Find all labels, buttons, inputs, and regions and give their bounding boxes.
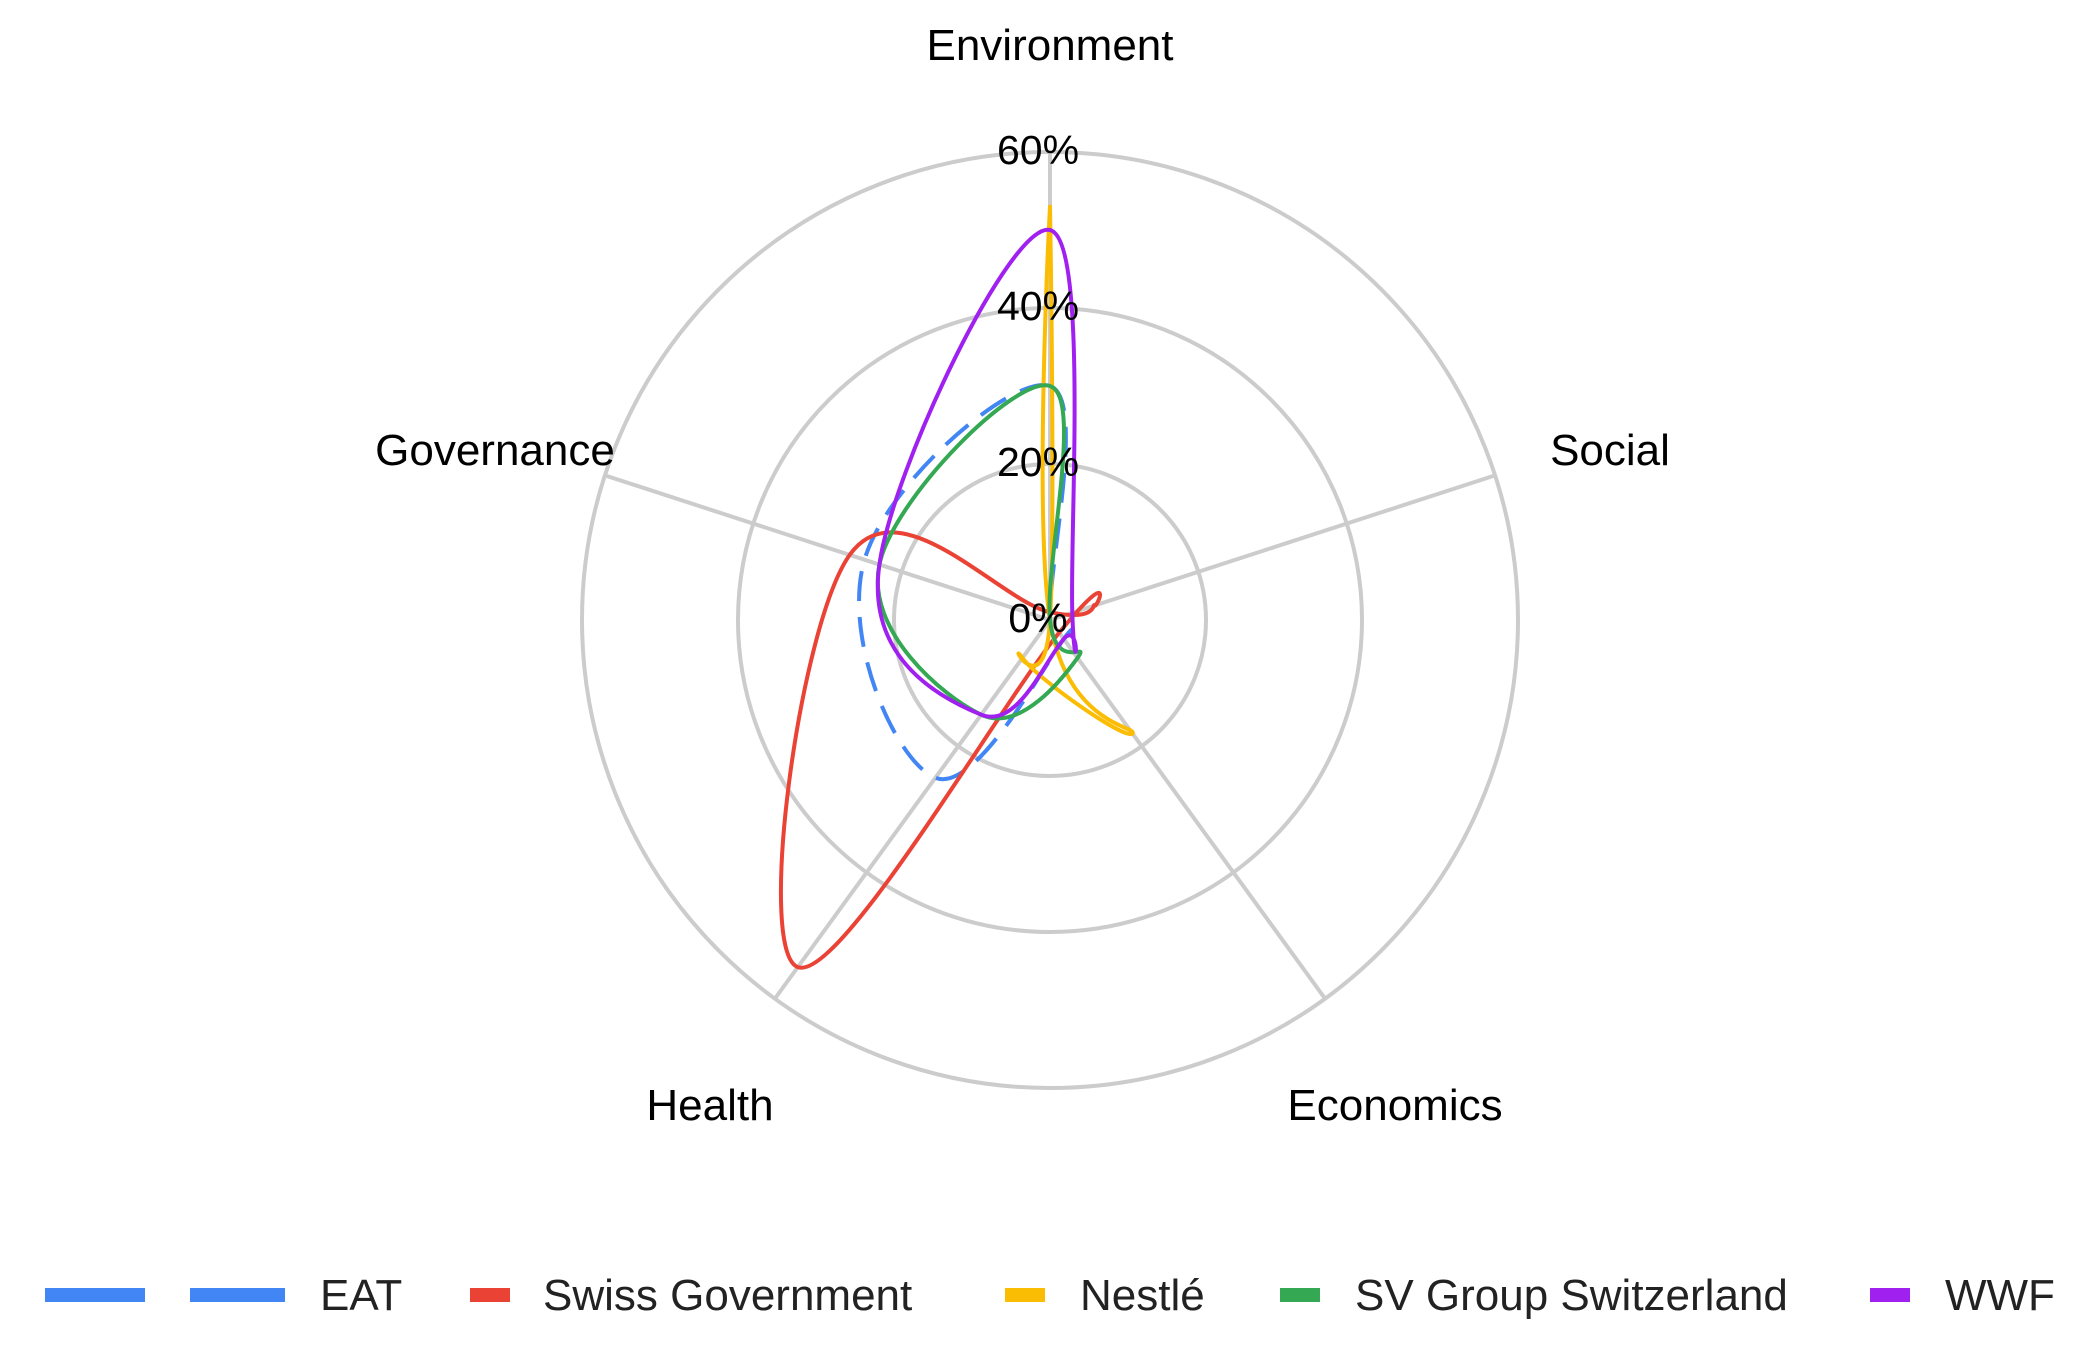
series-nestl- [1016,204,1135,737]
legend-label-sv-group-switzerland: SV Group Switzerland [1355,1271,1788,1320]
tick-label-20: 20% [997,439,1079,485]
spoke-governance [604,473,1051,622]
legend: EAT Swiss Government Nestlé SV Group Swi… [45,1271,2055,1320]
axis-label-environment: Environment [926,21,1173,70]
legend-item-eat[interactable]: EAT [45,1271,402,1320]
tick-label-40: 40% [997,283,1079,329]
spoke-health [773,618,1052,1000]
axis-label-health: Health [646,1081,773,1130]
series-wwf [875,227,1078,719]
series-layer [778,204,1135,970]
legend-label-nestle: Nestlé [1080,1271,1205,1320]
spoke-social [1049,473,1496,622]
tick-label-0: 0% [1008,595,1067,641]
axis-label-governance: Governance [375,426,615,475]
axis-label-economics: Economics [1287,1081,1502,1130]
tick-label-60: 60% [997,127,1079,173]
legend-label-eat: EAT [320,1271,402,1320]
series-swiss-government [778,530,1103,970]
legend-item-swiss-government[interactable]: Swiss Government [470,1271,912,1320]
legend-item-nestle[interactable]: Nestlé [1005,1271,1205,1320]
series-sv-group-switzerland [875,383,1083,721]
axis-labels: Environment Social Economics Health Gove… [375,21,1670,1130]
legend-item-sv-group-switzerland[interactable]: SV Group Switzerland [1280,1271,1788,1320]
radial-tick-labels: 0% 20% 40% 60% [997,127,1079,641]
axis-label-social: Social [1550,426,1670,475]
spoke-economics [1048,618,1327,1000]
legend-label-swiss-government: Swiss Government [543,1271,912,1320]
legend-item-wwf[interactable]: WWF [1870,1271,2055,1320]
legend-label-wwf: WWF [1945,1271,2055,1320]
